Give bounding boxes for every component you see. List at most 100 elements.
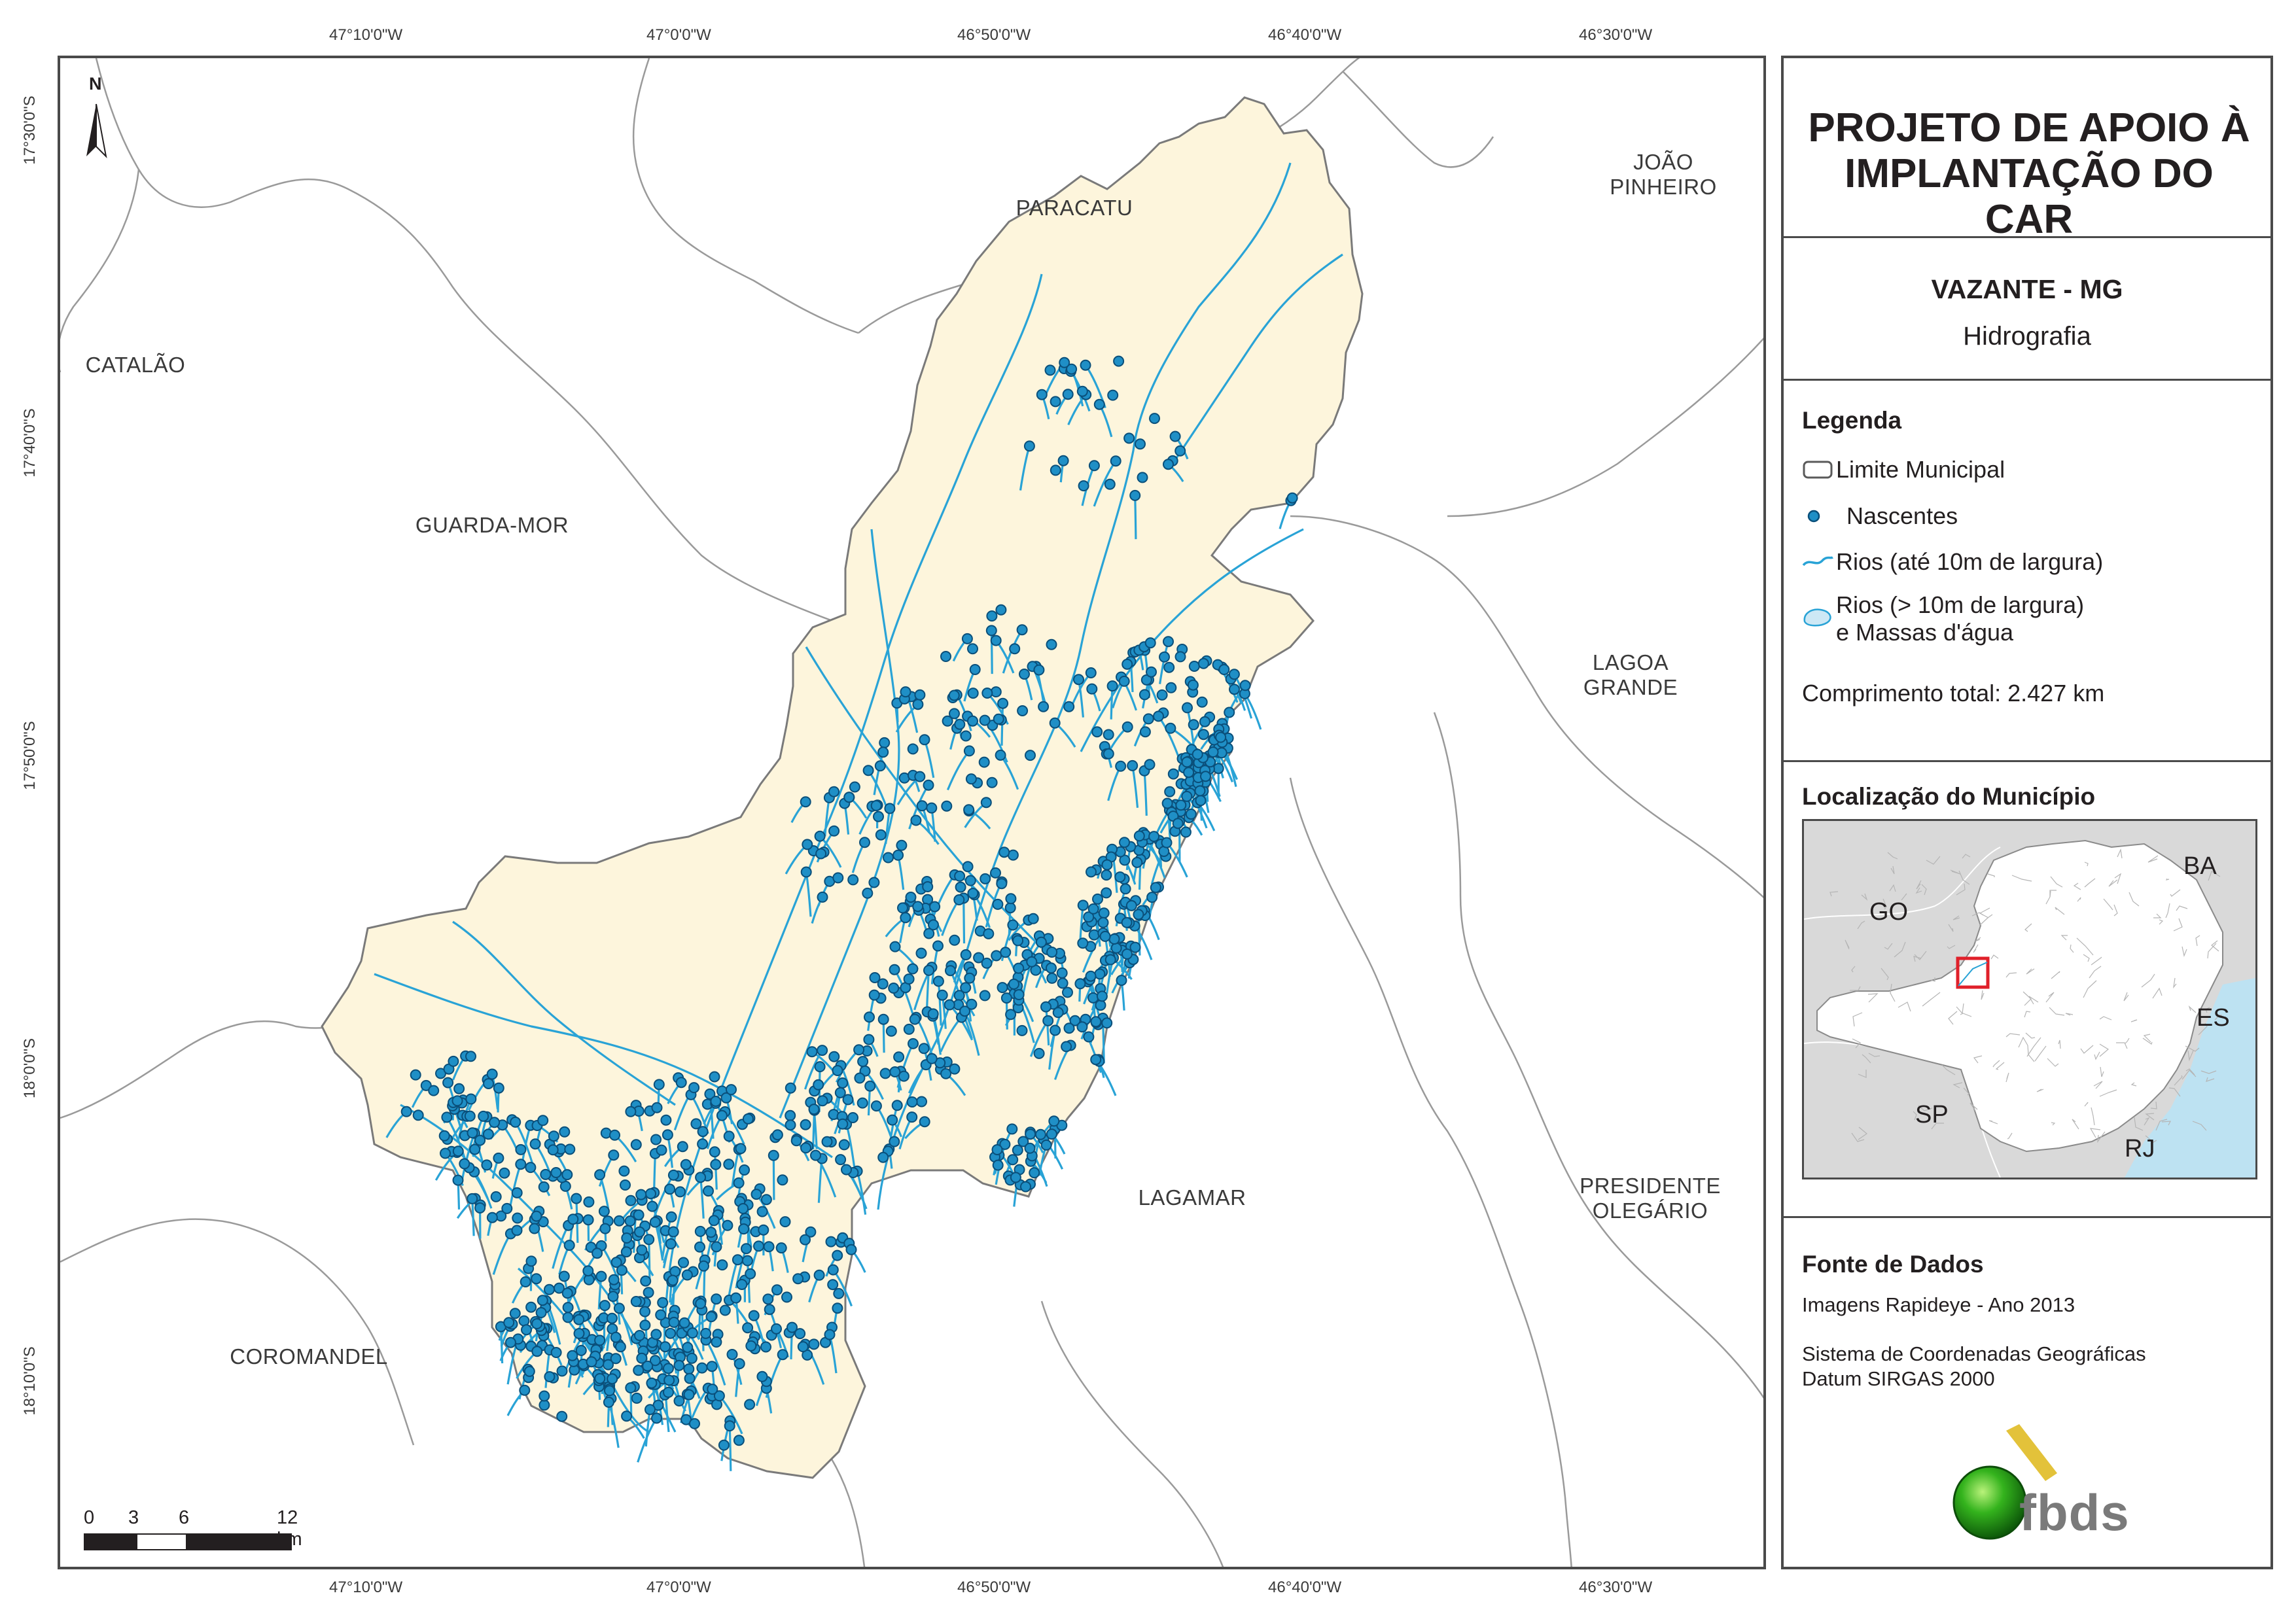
spring-point	[618, 1165, 630, 1177]
spring-point	[1013, 989, 1025, 1000]
spring-point	[1163, 661, 1175, 673]
spring-point	[621, 1232, 633, 1244]
spring-point	[1016, 1024, 1028, 1036]
spring-point	[1046, 638, 1057, 650]
spring-point	[474, 1202, 486, 1213]
spring-point	[909, 1013, 921, 1025]
spring-point	[621, 1410, 633, 1422]
spring-point	[1057, 977, 1069, 989]
spring-point	[651, 1412, 662, 1424]
municipality-name: VAZANTE - MG	[1931, 274, 2123, 304]
spring-point	[465, 1093, 477, 1105]
spring-point	[1035, 936, 1047, 948]
spring-point	[986, 777, 998, 788]
spring-point	[863, 1034, 875, 1045]
spring-point	[1052, 1007, 1064, 1019]
locator-map[interactable]: BA GO ES SP RJ	[1802, 819, 2257, 1179]
spring-point	[548, 1130, 559, 1142]
scale-segment-1	[84, 1533, 136, 1550]
spring-point	[879, 737, 891, 748]
spring-point	[903, 1023, 915, 1035]
spring-point	[991, 950, 1002, 962]
spring-point	[544, 1371, 556, 1382]
spring-point	[730, 1292, 742, 1304]
label-coromandel: COROMANDEL	[230, 1344, 388, 1369]
spring-point	[690, 1118, 702, 1130]
spring-point	[1012, 1144, 1023, 1156]
spring-point	[451, 1095, 463, 1107]
spring-point	[912, 901, 924, 913]
spring-point	[991, 1144, 1003, 1155]
spring-point	[973, 952, 985, 964]
spring-point	[849, 781, 860, 793]
legend-label-rios-large-2: e Massas d'água	[1836, 619, 2014, 646]
source-crs: Sistema de Coordenadas Geográficas	[1802, 1342, 2146, 1365]
spring-point	[655, 1309, 667, 1321]
spring-point	[563, 1240, 575, 1251]
spring-point	[713, 1390, 725, 1402]
spring-point	[664, 1183, 676, 1195]
spring-point	[923, 964, 934, 976]
spring-point	[794, 1328, 806, 1340]
spring-point	[922, 881, 934, 892]
spring-point	[1009, 643, 1021, 655]
spring-point	[575, 1344, 587, 1356]
spring-point	[607, 1291, 619, 1302]
spring-point	[1106, 680, 1118, 692]
spring-point	[786, 1321, 798, 1333]
spring-point	[573, 1314, 585, 1325]
spring-point	[908, 1038, 919, 1049]
spring-point	[837, 1118, 849, 1130]
minas-gerais	[1816, 839, 2223, 1153]
spring-point	[1074, 978, 1086, 990]
spring-point	[571, 1193, 582, 1204]
spring-point	[887, 1114, 898, 1126]
spring-point	[869, 972, 881, 983]
spring-point	[963, 745, 975, 757]
spring-point	[879, 1068, 891, 1079]
spring-point	[613, 1215, 625, 1227]
coord-top-2: 47°0'0"W	[646, 26, 711, 44]
spring-point	[525, 1255, 537, 1267]
spring-point	[1144, 759, 1156, 771]
legend-item-nascentes: Nascentes	[1802, 502, 1958, 530]
spring-point	[949, 1063, 961, 1075]
spring-point	[1164, 786, 1176, 797]
spring-point	[1046, 1128, 1057, 1140]
spring-point	[675, 1186, 686, 1198]
spring-point	[800, 796, 811, 808]
map-canvas[interactable]	[60, 58, 1766, 1569]
spring-point	[531, 1273, 542, 1285]
spring-point	[438, 1130, 450, 1142]
spring-point	[868, 989, 880, 1001]
spring-point	[493, 1152, 504, 1164]
spring-point	[870, 800, 882, 811]
map-frame[interactable]: N PARACATU JOÃO PINHEIRO CATALÃO GUARDA-…	[58, 56, 1766, 1569]
spring-point	[620, 1246, 632, 1258]
spring-point	[941, 800, 953, 812]
spring-point	[990, 867, 1001, 879]
spring-point	[986, 610, 998, 622]
spring-point	[1199, 716, 1210, 727]
spring-point	[932, 940, 944, 952]
spring-point	[742, 1113, 754, 1125]
spring-point	[452, 1174, 464, 1186]
spring-point	[704, 1088, 716, 1100]
spring-point	[1121, 916, 1133, 928]
spring-point	[1116, 975, 1127, 986]
spring-point	[995, 604, 1007, 616]
spring-point	[1049, 717, 1061, 729]
spring-point	[954, 870, 966, 882]
spring-point	[964, 875, 976, 886]
spring-point	[1086, 866, 1097, 878]
spring-point	[785, 1119, 796, 1131]
fbds-logo-mark	[1952, 1424, 2057, 1540]
spring-point	[1127, 759, 1139, 771]
spring-point	[857, 1097, 868, 1109]
spring-point	[790, 1135, 802, 1147]
spring-point	[1148, 831, 1160, 843]
spring-point	[962, 861, 974, 873]
spring-point	[609, 1129, 620, 1141]
spring-point	[762, 1293, 774, 1305]
spring-point	[833, 1287, 845, 1299]
